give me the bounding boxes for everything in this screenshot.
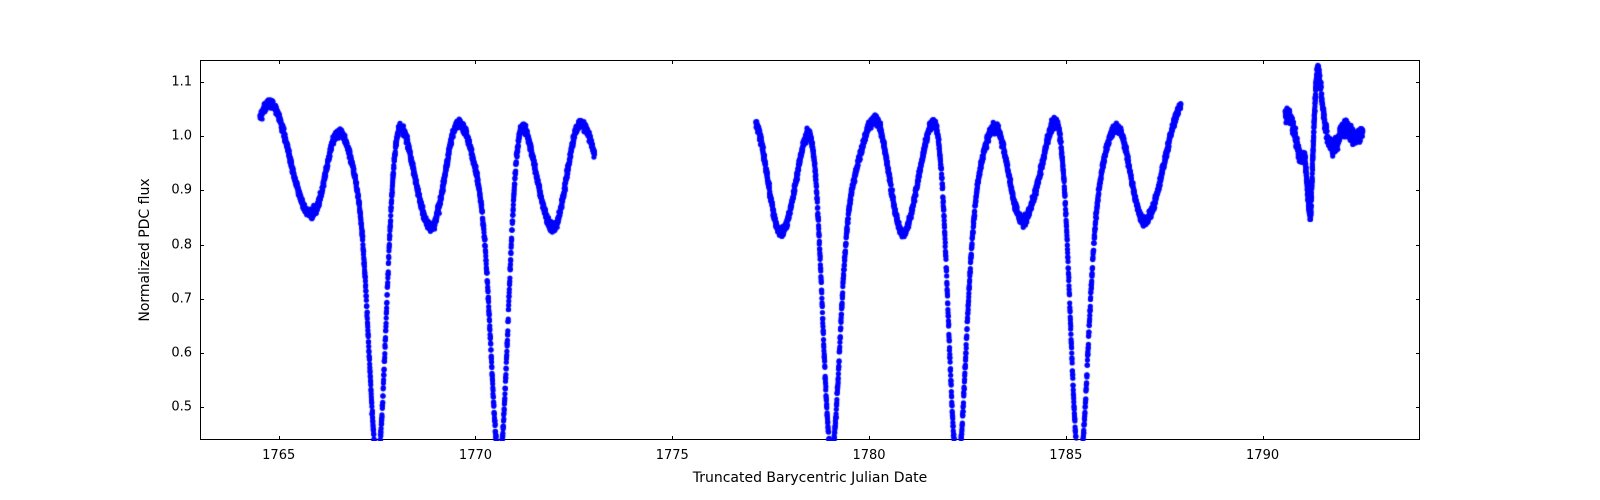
y-tick-label: 0.9 (171, 183, 192, 198)
y-tick (1416, 353, 1420, 354)
x-tick (279, 60, 280, 64)
x-axis-label: Truncated Barycentric Julian Date (693, 470, 928, 486)
x-tick (672, 60, 673, 64)
y-tick (200, 136, 204, 137)
y-tick (1416, 136, 1420, 137)
x-tick-label: 1780 (852, 448, 885, 463)
y-tick (200, 299, 204, 300)
x-tick (1066, 436, 1067, 440)
y-tick (200, 407, 204, 408)
x-tick (475, 60, 476, 64)
y-tick (200, 353, 204, 354)
y-tick (200, 245, 204, 246)
x-tick (475, 436, 476, 440)
lightcurve-scatter (201, 61, 1421, 441)
x-tick (279, 436, 280, 440)
y-tick-label: 0.5 (171, 400, 192, 415)
x-tick (1263, 60, 1264, 64)
y-tick (200, 82, 204, 83)
y-tick (200, 190, 204, 191)
y-tick (1416, 407, 1420, 408)
y-tick-label: 1.1 (171, 74, 192, 89)
x-tick (869, 436, 870, 440)
x-tick (869, 60, 870, 64)
x-tick (1066, 60, 1067, 64)
x-tick-label: 1770 (459, 448, 492, 463)
y-tick (1416, 245, 1420, 246)
figure: 1765 1770 1775 1780 1785 1790 0.5 0.6 0.7 0.8 0.9 1… (0, 0, 1600, 500)
y-tick (1416, 299, 1420, 300)
y-axis-label: Normalized PDC flux (137, 178, 153, 321)
y-tick-label: 0.7 (171, 291, 192, 306)
x-tick-label: 1765 (262, 448, 295, 463)
x-tick-label: 1775 (656, 448, 689, 463)
y-tick-label: 0.8 (171, 237, 192, 252)
y-tick (1416, 82, 1420, 83)
y-tick-label: 1.0 (171, 129, 192, 144)
y-tick (1416, 190, 1420, 191)
x-tick (1263, 436, 1264, 440)
y-tick-label: 0.6 (171, 346, 192, 361)
plot-axes (200, 60, 1420, 440)
x-tick-label: 1790 (1246, 448, 1279, 463)
x-tick-label: 1785 (1049, 448, 1082, 463)
x-tick (672, 436, 673, 440)
